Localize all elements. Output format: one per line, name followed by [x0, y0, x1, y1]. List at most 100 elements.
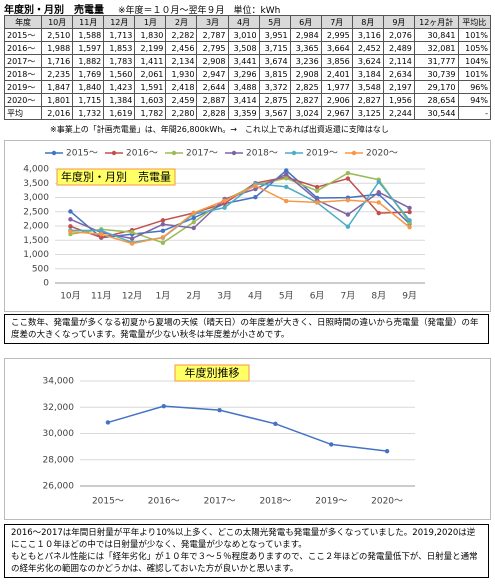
y-tick-label: 28,000 — [43, 455, 75, 465]
cell: 2,452 — [351, 41, 384, 55]
legend-label: 2019～ — [306, 149, 338, 159]
marker — [191, 225, 196, 231]
marker — [129, 236, 135, 241]
x-tick-label: 7月 — [341, 291, 356, 302]
y-tick-label: 30,000 — [43, 429, 75, 439]
marker — [345, 212, 351, 217]
line — [69, 169, 411, 239]
cell: 2,908 — [289, 67, 322, 81]
cell: 2,134 — [165, 54, 198, 68]
marker — [376, 190, 381, 195]
cell: 2,827 — [351, 93, 384, 107]
table-row: 2018～ 2,235 1,769 1,560 2,061 1,930 2,947 3,296… — [3, 67, 492, 81]
marker — [284, 168, 289, 173]
legend-marker — [351, 150, 357, 156]
title-box — [56, 168, 176, 186]
legend-label: 2018～ — [246, 149, 278, 159]
cell: 1,588 — [72, 28, 105, 42]
marker — [129, 229, 135, 235]
legend-label: 2020～ — [366, 149, 398, 159]
chart: 26,000 28,000 30,000 32,000 34,000 2015～ 2016～… — [4, 358, 491, 520]
cell: 1,619 — [103, 106, 136, 120]
table-row: 2015～ 2,510 1,588 1,713 1,830 2,282 2,787 3,010… — [3, 28, 492, 42]
cell: 3,951 — [258, 28, 291, 42]
paragraph: もともとパネル性能には「経年劣化」が１０年で３～５％程度ありますので、ここ２年ほ… — [11, 552, 478, 574]
x-tick-label: 10月 — [60, 291, 80, 302]
cell: 3,548 — [351, 80, 384, 94]
x-tick-label: 5月 — [279, 291, 294, 302]
footnote: ※事業上の「計画売電量」は、年間26,800kWh。→ これ以上であれば出資返還… — [50, 125, 389, 134]
cell: 2,510 — [41, 28, 74, 42]
marker — [329, 442, 334, 447]
cell: 1,956 — [382, 93, 415, 107]
table-row: 2017～ 1,716 1,882 1,783 1,411 2,134 2,908 3,441… — [3, 54, 492, 68]
legend-marker — [231, 150, 237, 156]
marker — [407, 209, 412, 215]
cell: 2,995 — [320, 28, 353, 42]
cell: 12ヶ月計 — [413, 15, 459, 29]
x-tick-label: 2017～ — [204, 497, 236, 507]
cell: 1,930 — [165, 67, 198, 81]
x-tick-label: 2月 — [186, 291, 201, 302]
marker — [99, 231, 104, 237]
cell: 1,732 — [72, 106, 105, 120]
legend-label: 2016～ — [126, 149, 158, 159]
header: 年度別・月別 売電量 ※年度＝１０月～翌年９月 単位：kWh — [4, 1, 280, 16]
cell: 2,827 — [289, 93, 322, 107]
legend-label: 2017～ — [186, 149, 218, 159]
cell: 2,197 — [382, 80, 415, 94]
cell: 28,654 — [413, 93, 459, 107]
marker — [407, 218, 412, 223]
cell: 1,830 — [134, 28, 167, 42]
marker — [160, 228, 166, 234]
cell: 3,116 — [351, 28, 384, 42]
marker — [99, 228, 104, 233]
cell: 2,984 — [289, 28, 322, 42]
table-row: 年度 10月 11月 12月 1月 2月 3月 4月 5月 6月 7月 8月 9月 12ヶ月計 平均比 — [3, 15, 492, 29]
marker — [376, 179, 381, 185]
cell: 1,591 — [134, 80, 167, 94]
marker — [345, 197, 351, 203]
cell: 31,777 — [413, 54, 459, 68]
comment: ここ数年、発電量が多くなる初夏から夏場の天候（晴天日）の年度差が大きく、日照時間… — [4, 314, 489, 344]
marker — [314, 184, 320, 190]
marker — [253, 195, 258, 200]
y-tick-label: 1,500 — [23, 236, 49, 246]
marker — [217, 407, 222, 413]
cell: 105% — [457, 41, 492, 55]
x-tick-label: 2019～ — [315, 497, 347, 507]
chart: 0 500 1,000 1,500 2,000 2,500 3,000 3,500 4,000 1… — [4, 140, 491, 312]
marker — [222, 198, 227, 203]
cell: 2,947 — [196, 67, 229, 81]
cell: 2,906 — [320, 93, 353, 107]
cell: 11月 — [72, 15, 105, 29]
x-tick-label: 8月 — [371, 291, 386, 302]
cell: 1,769 — [72, 67, 105, 81]
cell: 3,674 — [258, 54, 291, 68]
marker — [314, 200, 320, 205]
cell: 3,010 — [227, 28, 260, 42]
cell: 6月 — [289, 15, 322, 29]
cell: 29,170 — [413, 80, 459, 94]
marker — [345, 176, 351, 181]
cell: 1,384 — [103, 93, 136, 107]
marker — [222, 205, 227, 210]
x-tick-label: 2016～ — [148, 497, 180, 507]
table-row: 2016～ 1,988 1,597 1,853 2,199 2,456 2,795 3,508… — [3, 41, 492, 55]
table-row: 平均 2,016 1,732 1,619 1,782 2,280 2,828 3,359 3,5… — [3, 106, 492, 120]
cell: 3,567 — [258, 106, 291, 120]
cell: 8月 — [351, 15, 384, 29]
comment: 2016～2017は年間日射量が平年より10%以上多く、どこの太陽光発電も発電量… — [4, 524, 489, 578]
cell: 30,544 — [413, 106, 459, 120]
cell: 2018～ — [3, 67, 43, 81]
cell: 1,597 — [72, 41, 105, 55]
marker — [68, 217, 73, 222]
cell: 1,882 — [72, 54, 105, 68]
x-tick-label: 1月 — [156, 291, 171, 302]
cell: 2,634 — [382, 67, 415, 81]
y-tick-label: 2,000 — [23, 222, 49, 232]
marker — [407, 205, 412, 211]
cell: 94% — [457, 93, 492, 107]
cell: 3,184 — [351, 67, 384, 81]
